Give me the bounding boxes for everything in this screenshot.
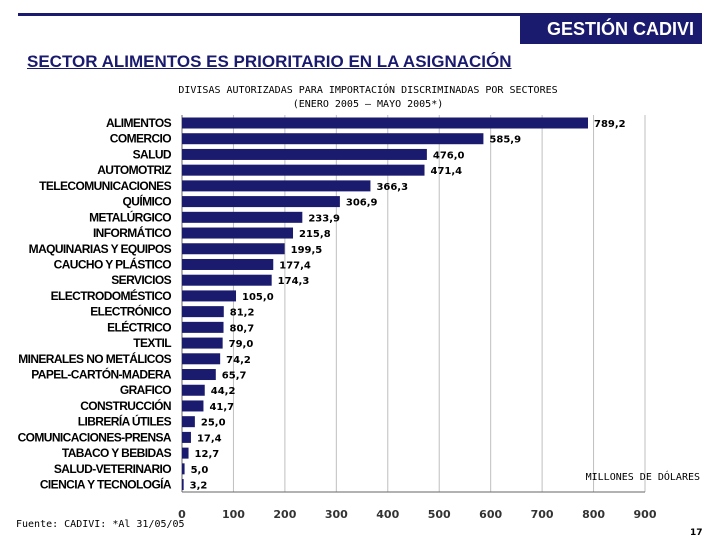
chart-subtitle-block: DIVISAS AUTORIZADAS PARA IMPORTACIÓN DIS… bbox=[118, 84, 618, 112]
bar bbox=[182, 290, 237, 302]
category-label: LIBRERÍA ÚTILES bbox=[78, 414, 172, 429]
bar bbox=[182, 400, 204, 412]
source-note: Fuente: CADIVI: *Al 31/05/05 bbox=[16, 519, 185, 530]
category-label: ELECTRÓNICO bbox=[90, 304, 171, 319]
x-tick-label: 100 bbox=[222, 508, 245, 521]
value-label: 199,5 bbox=[291, 245, 323, 256]
category-label: CAUCHO Y PLÁSTICO bbox=[54, 256, 172, 271]
bar bbox=[182, 463, 185, 475]
chart-title: DIVISAS AUTORIZADAS PARA IMPORTACIÓN DIS… bbox=[178, 85, 558, 96]
category-label: AUTOMOTRIZ bbox=[97, 163, 171, 177]
x-tick-label: 0 bbox=[178, 508, 186, 521]
bar bbox=[182, 479, 184, 491]
value-label: 306,9 bbox=[346, 198, 378, 209]
bar bbox=[182, 274, 272, 286]
x-axis-label: MILLONES DE DÓLARES bbox=[586, 470, 700, 483]
category-label: ALIMENTOS bbox=[106, 116, 172, 130]
x-tick-label: 200 bbox=[273, 508, 296, 521]
category-label: TEXTIL bbox=[133, 336, 171, 350]
category-label: COMUNICACIONES-PRENSA bbox=[18, 430, 172, 444]
value-label: 233,9 bbox=[308, 213, 340, 224]
value-label: 5,0 bbox=[191, 465, 209, 476]
x-tick-label: 900 bbox=[634, 508, 657, 521]
value-label: 105,0 bbox=[242, 292, 274, 303]
bar bbox=[182, 321, 224, 333]
value-label: 17,4 bbox=[197, 433, 222, 444]
category-label: CIENCIA Y TECNOLOGÍA bbox=[40, 477, 172, 492]
value-label: 74,2 bbox=[226, 355, 251, 366]
category-label: QUÍMICO bbox=[123, 194, 172, 209]
value-label: 44,2 bbox=[211, 386, 236, 397]
bar bbox=[182, 148, 427, 160]
category-label: SERVICIOS bbox=[111, 273, 171, 287]
x-tick-label: 700 bbox=[531, 508, 554, 521]
value-label: 80,7 bbox=[230, 323, 255, 334]
bar bbox=[182, 196, 340, 208]
bar bbox=[182, 447, 189, 459]
chart-subtitle: (ENERO 2005 – MAYO 2005*) bbox=[292, 99, 444, 110]
x-tick-label: 300 bbox=[325, 508, 348, 521]
bar bbox=[182, 306, 224, 318]
banner: GESTIÓN CADIVI bbox=[520, 15, 702, 44]
value-label: 177,4 bbox=[279, 260, 311, 271]
value-label: 41,7 bbox=[209, 402, 234, 413]
category-label: CONSTRUCCIÓN bbox=[80, 398, 171, 413]
bar bbox=[182, 431, 191, 443]
category-label: SALUD bbox=[133, 147, 172, 161]
x-tick-label: 600 bbox=[479, 508, 502, 521]
value-label: 471,4 bbox=[431, 166, 463, 177]
value-label: 81,2 bbox=[230, 308, 255, 319]
bar bbox=[182, 164, 425, 176]
value-label: 79,0 bbox=[229, 339, 254, 350]
page-title: SECTOR ALIMENTOS ES PRIORITARIO EN LA AS… bbox=[27, 52, 512, 71]
category-label: PAPEL-CARTÓN-MADERA bbox=[31, 367, 172, 382]
bar bbox=[182, 117, 588, 129]
category-label: GRAFICO bbox=[120, 383, 171, 397]
x-tick-label: 800 bbox=[582, 508, 605, 521]
bar bbox=[182, 258, 274, 270]
x-tick-label: 500 bbox=[428, 508, 451, 521]
category-label: TABACO Y BEBIDAS bbox=[62, 446, 172, 460]
category-label: ELECTRODOMÉSTICO bbox=[51, 288, 172, 303]
page-number: 17 bbox=[690, 528, 703, 538]
bar bbox=[182, 180, 371, 192]
category-label: COMERCIO bbox=[110, 132, 171, 146]
value-label: 585,9 bbox=[489, 135, 521, 146]
value-label: 366,3 bbox=[376, 182, 408, 193]
category-label: ELÉCTRICO bbox=[107, 319, 171, 334]
bar bbox=[182, 243, 285, 255]
value-label: 12,7 bbox=[195, 449, 220, 460]
bar bbox=[182, 227, 294, 239]
value-label: 789,2 bbox=[594, 119, 626, 130]
bar bbox=[182, 384, 205, 396]
category-label: MAQUINARIAS Y EQUIPOS bbox=[29, 242, 172, 256]
value-label: 25,0 bbox=[201, 418, 226, 429]
bar bbox=[182, 416, 195, 428]
category-label: MINERALES NO METÁLICOS bbox=[18, 351, 171, 366]
category-label: SALUD-VETERINARIO bbox=[54, 462, 171, 476]
value-label: 215,8 bbox=[299, 229, 331, 240]
value-label: 174,3 bbox=[278, 276, 310, 287]
bar bbox=[182, 369, 216, 381]
header-rule bbox=[18, 13, 702, 16]
category-label: METALÚRGICO bbox=[89, 209, 171, 224]
bar bbox=[182, 211, 303, 223]
value-label: 3,2 bbox=[190, 481, 208, 492]
bar bbox=[182, 353, 221, 365]
value-label: 476,0 bbox=[433, 150, 465, 161]
category-label: INFORMÁTICO bbox=[93, 225, 171, 240]
x-tick-label: 400 bbox=[376, 508, 399, 521]
bar bbox=[182, 337, 223, 349]
category-label: TELECOMUNICACIONES bbox=[39, 179, 171, 193]
value-label: 65,7 bbox=[222, 371, 247, 382]
bar bbox=[182, 133, 484, 145]
